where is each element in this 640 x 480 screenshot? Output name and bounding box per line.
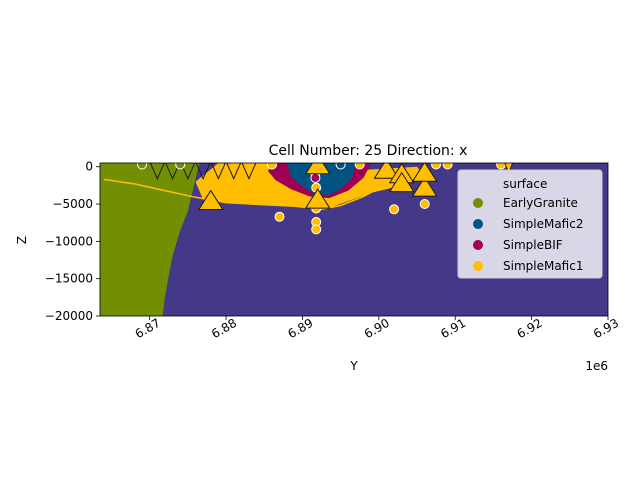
orientation-chevron xyxy=(149,163,165,180)
surface-point xyxy=(389,204,400,215)
x-tick-label: 6.89 xyxy=(285,316,315,341)
legend-entries: EarlyGranite SimpleMafic2 SimpleBIF SimpleM… xyxy=(473,196,583,273)
legend-title: surface xyxy=(503,177,547,191)
surface-point xyxy=(274,211,285,222)
y-tick-label: −15000 xyxy=(45,272,93,286)
geology-regions xyxy=(100,163,425,316)
y-tick-label: −20000 xyxy=(45,309,93,323)
x-tick-label: 6.88 xyxy=(209,316,239,341)
orientation-arrow xyxy=(197,189,224,211)
orientation-chevrons xyxy=(149,163,257,180)
legend-marker xyxy=(473,198,483,208)
orientation-chevron xyxy=(195,163,211,180)
y-axis-label: Z xyxy=(15,236,29,244)
surface-point xyxy=(137,163,147,170)
legend-label: SimpleBIF xyxy=(503,238,563,252)
legend-marker xyxy=(473,219,483,229)
orientation-arrow xyxy=(304,163,331,175)
y-axis-ticks: 0 −5000 −10000 −15000 −20000 xyxy=(45,160,100,323)
surface-point xyxy=(496,163,507,170)
orientation-arrow xyxy=(411,176,438,197)
orientation-chevron xyxy=(210,163,226,180)
surface-point xyxy=(310,172,321,183)
surface-point xyxy=(311,224,322,235)
region-earlygranite xyxy=(100,163,200,316)
legend-label: EarlyGranite xyxy=(503,196,578,210)
legend-label: SimpleMafic2 xyxy=(503,217,583,231)
surface-point xyxy=(175,163,186,170)
surface-point xyxy=(431,163,442,170)
surface-point xyxy=(335,163,346,170)
orientation-arrow xyxy=(388,171,415,193)
plot-frame xyxy=(99,162,609,317)
x-axis-ticks: 6.87 6.88 6.89 6.90 6.91 6.92 6.93 xyxy=(133,316,621,341)
orientation-arrow xyxy=(504,163,514,175)
x-axis-label: Y xyxy=(349,359,358,373)
y-tick-label: 0 xyxy=(85,160,93,174)
x-tick-label: 6.93 xyxy=(591,316,621,341)
legend-marker xyxy=(473,261,483,271)
legend: surface EarlyGranite SimpleMafic2 SimpleBI… xyxy=(457,169,603,279)
orientation-chevron xyxy=(226,163,242,180)
orientation-arrow xyxy=(304,188,331,209)
surface-point xyxy=(419,199,430,209)
orientation-arrows xyxy=(197,163,514,211)
x-tick-label: 6.87 xyxy=(133,316,163,341)
chart-title: Cell Number: 25 Direction: x xyxy=(269,143,468,159)
surface-point xyxy=(354,163,365,170)
y-tick-label: −10000 xyxy=(45,234,93,248)
surface-contact-line xyxy=(103,168,425,211)
x-tick-label: 6.90 xyxy=(362,316,392,341)
x-tick-label: 6.91 xyxy=(438,316,468,341)
legend-marker xyxy=(473,240,483,250)
orientation-arrow xyxy=(411,163,438,182)
surface-point xyxy=(442,163,453,170)
x-tick-label: 6.92 xyxy=(515,316,545,341)
legend-label: SimpleMafic1 xyxy=(503,259,583,273)
legend-box xyxy=(457,169,603,279)
orientation-arrow xyxy=(373,163,400,179)
y-tick-label: −5000 xyxy=(52,197,93,211)
orientation-chevron xyxy=(241,163,257,180)
surface-point xyxy=(266,163,277,170)
x-axis-offset: 1e6 xyxy=(585,359,608,373)
region-simplemafic2 xyxy=(287,163,356,196)
